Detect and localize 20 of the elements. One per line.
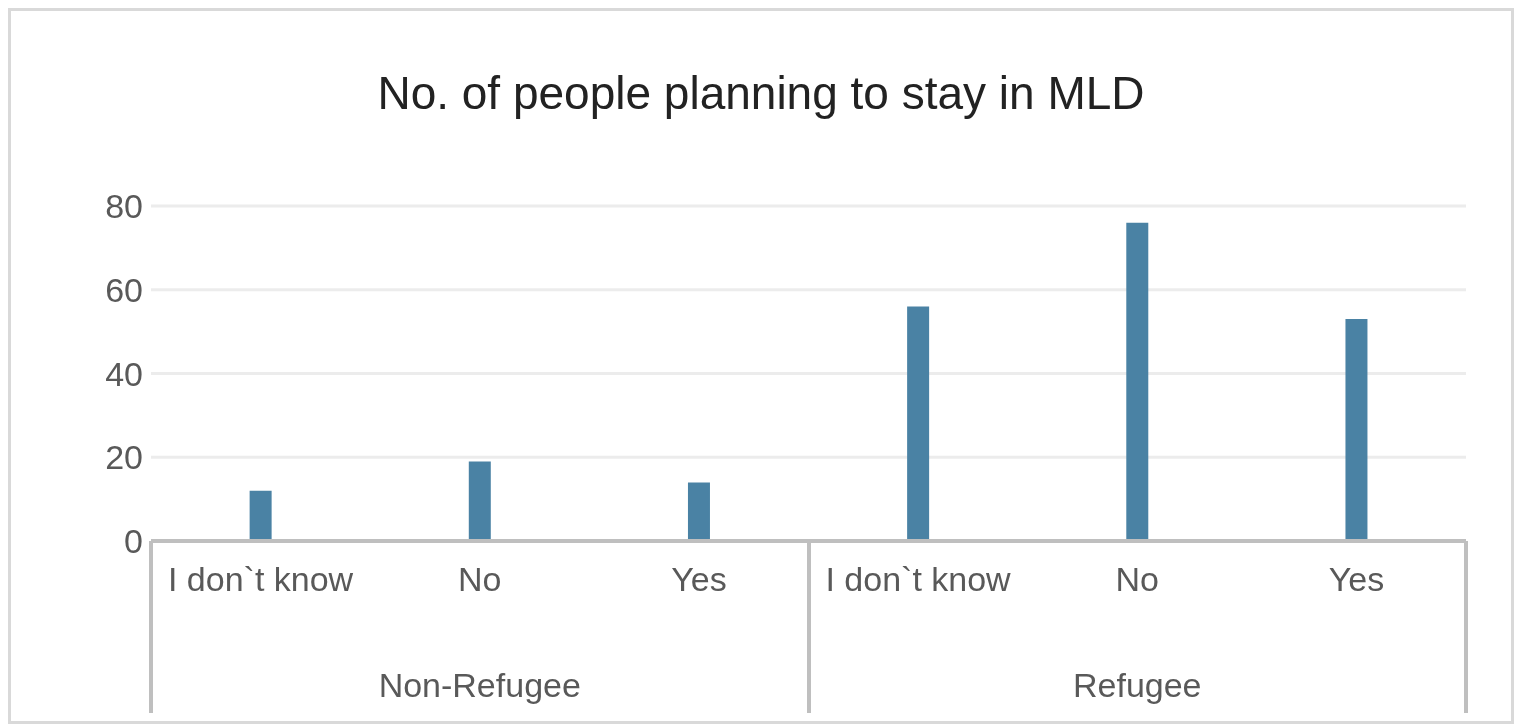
bar xyxy=(1126,222,1149,541)
bar xyxy=(468,461,491,541)
y-tick-label: 60 xyxy=(105,270,143,309)
bar xyxy=(249,490,272,541)
bar xyxy=(907,306,930,541)
x-tick-label: I don`t know xyxy=(825,560,1012,599)
x-tick-label: No xyxy=(458,560,502,599)
x-tick-label: Yes xyxy=(1328,560,1385,599)
bar xyxy=(687,482,710,541)
x-tick-label: No xyxy=(1115,560,1159,599)
x-tick-label: Yes xyxy=(671,560,727,599)
text: Non-Refugee xyxy=(377,666,582,705)
text: Refugee xyxy=(1071,666,1203,705)
y-tick-label: 80 xyxy=(105,187,143,226)
x-tick-label: I don`t know xyxy=(167,560,354,599)
bar xyxy=(1345,319,1368,541)
y-tick-label: 20 xyxy=(105,438,143,477)
chart-title: No. of people planning to stay in MLD xyxy=(376,66,1146,120)
y-tick-label: 40 xyxy=(105,354,143,393)
y-tick-label: 0 xyxy=(124,522,143,561)
